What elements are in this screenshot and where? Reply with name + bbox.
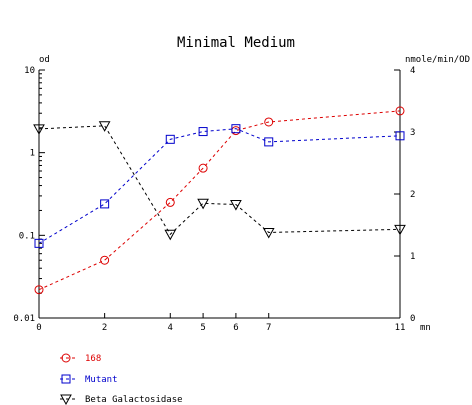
series-square	[34, 124, 405, 248]
chart-title: Minimal Medium	[177, 35, 295, 51]
legend-marker-circle	[61, 353, 71, 363]
data-point-triangle-down	[394, 224, 406, 236]
data-point-square	[395, 131, 405, 141]
x-axis-label: mn	[420, 323, 431, 333]
series-circle	[34, 106, 405, 295]
data-point-square	[165, 134, 175, 144]
right-tick-label: 2	[410, 190, 415, 200]
legend-item: Mutant	[60, 374, 118, 385]
data-point-square	[100, 199, 110, 209]
data-point-triangle-down	[164, 229, 177, 241]
x-tick-label: 4	[168, 323, 173, 333]
x-tick-label: 6	[233, 323, 238, 333]
x-tick-label: 0	[36, 323, 41, 333]
legend: 168 Mutant Beta Galactosidase	[60, 353, 183, 405]
right-tick-label: 0	[410, 314, 415, 324]
legend-label: 168	[85, 354, 101, 364]
series-layer	[33, 106, 406, 295]
right-tick-label: 3	[410, 128, 415, 138]
data-point-circle	[165, 197, 175, 207]
data-point-triangle-down	[230, 200, 242, 211]
legend-marker-triangle-down	[60, 394, 72, 405]
data-point-triangle-down	[33, 124, 45, 135]
legend-label: Beta Galactosidase	[85, 395, 183, 405]
data-point-triangle-down	[98, 121, 111, 132]
left-tick-label: 0.01	[13, 314, 35, 324]
x-tick-label: 7	[266, 323, 271, 333]
left-axis-label: od	[39, 55, 50, 65]
data-point-circle	[395, 106, 405, 116]
legend-label: Mutant	[85, 375, 118, 385]
data-point-triangle-down	[197, 198, 209, 210]
data-point-square	[34, 238, 44, 248]
x-tick-label: 11	[395, 323, 406, 333]
left-tick-label: 1	[30, 149, 35, 159]
data-point-square	[231, 124, 241, 134]
left-tick-label: 10	[24, 66, 35, 76]
legend-item: 168	[60, 353, 101, 364]
data-point-circle	[100, 255, 110, 265]
right-axis-label: nmole/min/OD	[405, 55, 470, 65]
legend-item: Beta Galactosidase	[60, 394, 183, 405]
series-triangle-down	[33, 121, 406, 241]
data-point-triangle-down	[262, 227, 275, 239]
legend-marker-square	[61, 374, 71, 384]
series-line	[38, 125, 401, 236]
series-line	[38, 110, 401, 291]
x-tick-label: 5	[200, 323, 205, 333]
right-tick-label: 4	[410, 66, 415, 76]
data-point-circle	[264, 117, 274, 127]
data-point-circle	[198, 163, 208, 173]
data-point-circle	[231, 126, 241, 136]
right-tick-label: 1	[410, 252, 415, 262]
series-line	[38, 128, 401, 244]
data-point-circle	[34, 285, 44, 295]
x-tick-label: 2	[102, 323, 107, 333]
left-tick-label: 0.1	[19, 231, 35, 241]
data-point-square	[198, 127, 208, 137]
data-point-square	[264, 137, 274, 147]
